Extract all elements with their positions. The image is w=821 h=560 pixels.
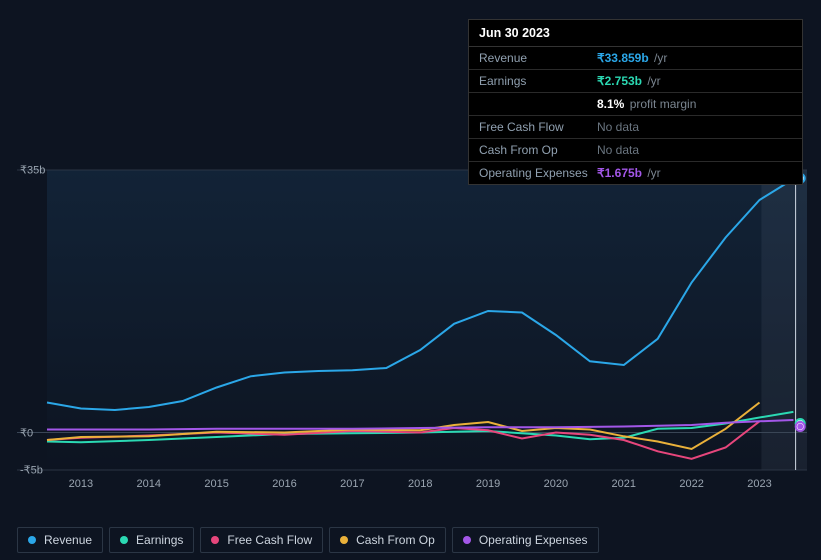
x-axis-label: 2023 [747,478,771,490]
x-axis-label: 2018 [408,478,432,490]
x-axis-label: 2020 [544,478,568,490]
legend-item-revenue[interactable]: Revenue [17,527,103,553]
tooltip-row-value: 8.1% profit margin [597,97,696,111]
tooltip-row-label: Free Cash Flow [479,120,597,134]
tooltip-row-value: No data [597,120,639,134]
tooltip-row-label: Earnings [479,74,597,88]
y-axis-label: -₹5b [20,464,43,477]
tooltip-row: 8.1% profit margin [469,93,802,116]
y-axis-label: ₹0 [20,426,33,439]
tooltip-row-label [479,97,597,111]
legend-label: Free Cash Flow [227,533,312,547]
tooltip-date: Jun 30 2023 [469,20,802,47]
legend-dot-icon [340,536,348,544]
legend-dot-icon [211,536,219,544]
tooltip-row-label: Operating Expenses [479,166,597,180]
legend-item-operating-expenses[interactable]: Operating Expenses [452,527,599,553]
x-axis-label: 2016 [272,478,296,490]
x-axis-label: 2014 [137,478,161,490]
tooltip-row-label: Cash From Op [479,143,597,157]
tooltip-row-value: ₹33.859b /yr [597,51,667,65]
tooltip-row: Operating Expenses₹1.675b /yr [469,162,802,184]
tooltip-row: Revenue₹33.859b /yr [469,47,802,70]
tooltip-row: Earnings₹2.753b /yr [469,70,802,93]
legend-label: Operating Expenses [479,533,588,547]
x-axis-label: 2015 [204,478,228,490]
x-axis-label: 2013 [69,478,93,490]
x-axis-label: 2021 [612,478,636,490]
tooltip-row-value: No data [597,143,639,157]
legend-item-earnings[interactable]: Earnings [109,527,194,553]
legend-label: Earnings [136,533,183,547]
x-axis-label: 2022 [679,478,703,490]
tooltip-row-value: ₹2.753b /yr [597,74,661,88]
tooltip-row-value: ₹1.675b /yr [597,166,661,180]
chart-legend: Revenue Earnings Free Cash Flow Cash From O… [17,527,599,553]
chart-tooltip: Jun 30 2023 Revenue₹33.859b /yrEarnings₹… [468,19,803,185]
legend-dot-icon [120,536,128,544]
legend-item-cash-from-op[interactable]: Cash From Op [329,527,446,553]
tooltip-row: Free Cash FlowNo data [469,116,802,139]
legend-item-free-cash-flow[interactable]: Free Cash Flow [200,527,323,553]
financials-chart[interactable]: ₹35b ₹0 -₹5b 2013 2014 2015 2016 2017 2018 2019 2… [17,160,807,500]
legend-dot-icon [28,536,36,544]
x-axis-label: 2019 [476,478,500,490]
legend-label: Cash From Op [356,533,435,547]
legend-dot-icon [463,536,471,544]
y-axis-label: ₹35b [20,164,45,177]
tooltip-row-label: Revenue [479,51,597,65]
tooltip-row: Cash From OpNo data [469,139,802,162]
x-axis-label: 2017 [340,478,364,490]
legend-label: Revenue [44,533,92,547]
